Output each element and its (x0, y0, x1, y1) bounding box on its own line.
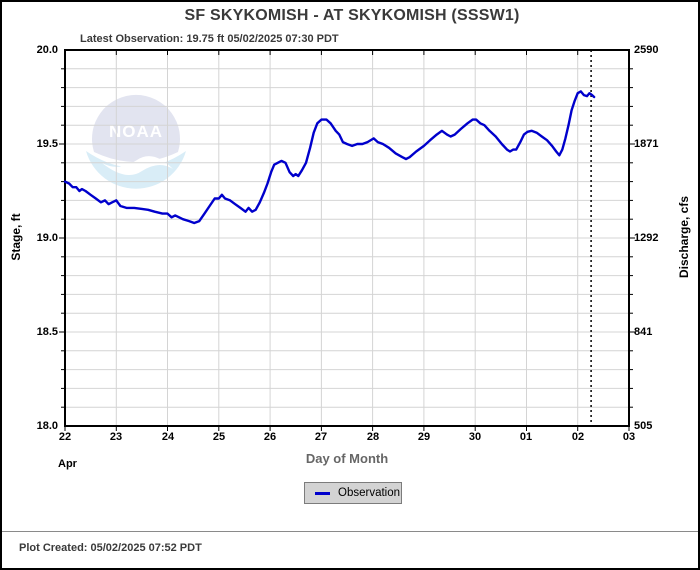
footer-divider (2, 531, 698, 532)
day-tick-label: 23 (109, 431, 123, 443)
day-tick-label: 01 (519, 431, 533, 443)
noaa-logo-watermark: NOAA (86, 94, 186, 189)
day-tick-label: 27 (314, 431, 328, 443)
day-tick-label: 24 (161, 431, 175, 443)
discharge-tick-label: 1292 (634, 232, 659, 244)
latest-observation-text: Latest Observation: 19.75 ft 05/02/2025 … (80, 33, 339, 45)
discharge-tick-label: 2590 (634, 44, 659, 56)
y-axis-title-discharge: Discharge, cfs (677, 195, 691, 279)
day-tick-label: 25 (212, 431, 226, 443)
stage-tick-label: 18.5 (36, 326, 58, 338)
day-tick-label: 30 (468, 431, 482, 443)
gridlines (65, 50, 629, 426)
stage-tick-label: 20.0 (36, 44, 58, 56)
stage-tick-label: 19.5 (36, 138, 58, 150)
plot-title: SF SKYKOMISH - AT SKYKOMISH (SSSW1) (184, 7, 520, 24)
day-tick-label: 28 (366, 431, 380, 443)
discharge-tick-label: 1871 (634, 138, 659, 150)
discharge-tick-label: 841 (634, 326, 653, 338)
observation-line (63, 90, 596, 225)
legend-line-swatch (315, 491, 330, 495)
stage-tick-label: 18.0 (36, 420, 58, 432)
discharge-tick-label: 505 (634, 420, 653, 432)
day-tick-label: 03 (622, 431, 636, 443)
day-tick-label: 29 (417, 431, 431, 443)
day-tick-label: 26 (263, 431, 277, 443)
tick-marks (59, 50, 635, 431)
day-tick-label: 02 (571, 431, 585, 443)
stage-tick-label: 19.0 (36, 232, 58, 244)
x-axis-title: Day of Month (305, 451, 389, 466)
svg-text:NOAA: NOAA (109, 122, 163, 141)
plot-created-text: Plot Created: 05/02/2025 07:52 PDT (19, 542, 202, 554)
legend: Observation (304, 482, 402, 504)
legend-label: Observation (338, 487, 401, 499)
day-tick-label: 22 (58, 431, 72, 443)
month-label: Apr (58, 458, 77, 470)
